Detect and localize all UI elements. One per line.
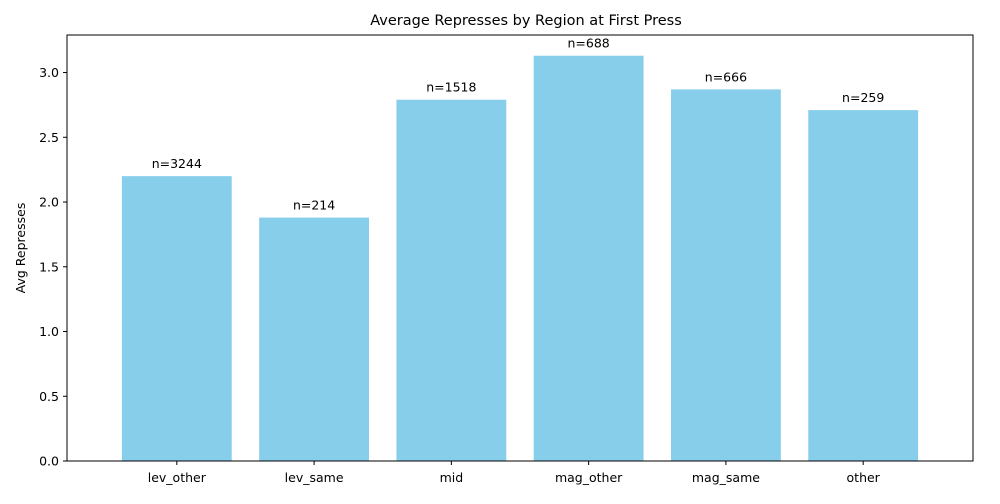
- bar-mid: [396, 99, 507, 461]
- y-tick-label: 2.0: [39, 195, 59, 210]
- bar-lev-other: [121, 176, 232, 461]
- bar-mag-other: [533, 55, 644, 462]
- x-tick-label: lev_other: [148, 470, 207, 485]
- bar-lev-same: [259, 217, 369, 461]
- x-tick-label: other: [847, 470, 881, 485]
- y-tick-label: 0.5: [39, 389, 59, 404]
- y-tick-label: 3.0: [39, 65, 59, 80]
- plot-frame: [66, 34, 974, 462]
- bar-count-label: n=214: [293, 198, 335, 213]
- bar-count-label: n=1518: [426, 80, 476, 95]
- bar-count-label: n=666: [705, 69, 747, 84]
- y-tick-label: 0.0: [39, 454, 59, 469]
- x-tick-label: mag_same: [692, 470, 760, 485]
- chart-title: Average Represses by Region at First Pre…: [370, 13, 682, 29]
- x-tick-label: lev_same: [285, 470, 344, 485]
- bar-mag-same: [671, 89, 781, 461]
- bar-other: [808, 110, 919, 461]
- x-tick-label: mag_other: [555, 470, 623, 485]
- y-axis-ticks: 0.0 0.5 1.0 1.5 2.0 2.5 3.0: [39, 65, 67, 469]
- bar-count-label: n=688: [568, 36, 610, 51]
- bar-labels-group: n=3244 n=214 n=1518 n=688 n=666 n=259: [152, 36, 885, 213]
- y-tick-label: 2.5: [39, 130, 59, 145]
- y-axis-label: Avg Represses: [13, 203, 28, 294]
- y-tick-label: 1.5: [39, 259, 59, 274]
- bar-count-label: n=3244: [152, 156, 202, 171]
- x-tick-label: mid: [440, 470, 464, 485]
- x-axis-ticks: lev_other lev_same mid mag_other mag_same oth…: [148, 461, 881, 485]
- y-tick-label: 1.0: [39, 324, 59, 339]
- bar-count-label: n=259: [842, 90, 884, 105]
- bars-group: [121, 55, 919, 462]
